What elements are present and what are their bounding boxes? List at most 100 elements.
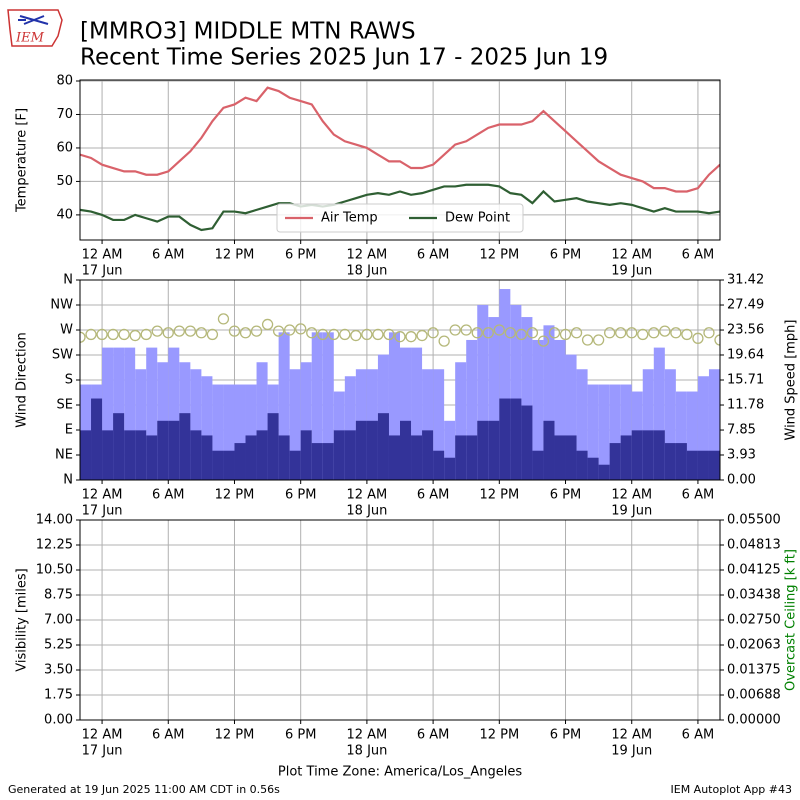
bar <box>223 384 235 480</box>
y-tick-label: 12.25 <box>36 538 73 553</box>
bar <box>245 435 257 480</box>
y2-tick-label: 0.02750 <box>727 613 781 628</box>
y-tick-label: 40 <box>56 207 73 222</box>
y-axis-label: Temperature [F] <box>15 108 30 213</box>
bar <box>708 450 720 480</box>
y2-tick-label: 0.03438 <box>727 588 781 603</box>
bar <box>532 339 544 480</box>
y-tick-label: NW <box>50 298 73 313</box>
bar <box>488 420 500 480</box>
bar <box>543 420 555 480</box>
bar <box>278 435 290 480</box>
x-tick-sublabel: 19 Jun <box>611 744 652 759</box>
y-axis-label: Wind Direction <box>15 332 30 428</box>
x-tick-sublabel: 17 Jun <box>82 504 123 519</box>
y2-tick-label: 0.05500 <box>727 513 781 528</box>
y2-tick-label: 0.00000 <box>727 713 781 728</box>
x-tick-label: 6 AM <box>682 248 715 263</box>
bar <box>620 384 632 480</box>
line-series <box>80 86 720 193</box>
scatter-point <box>526 327 539 339</box>
chart-subtitle: Recent Time Series 2025 Jun 17 - 2025 Ju… <box>80 45 608 71</box>
scatter-point <box>548 327 561 339</box>
scatter-point <box>162 327 174 339</box>
bar <box>422 369 434 480</box>
bar <box>532 450 544 480</box>
scatter-point <box>250 325 263 337</box>
y2-axis-label: Wind Speed [mph] <box>784 320 799 441</box>
x-tick-label: 12 AM <box>611 728 652 743</box>
bar <box>135 369 147 480</box>
bar <box>587 457 599 480</box>
y2-tick-label: 3.93 <box>727 447 756 462</box>
scatter-point <box>703 327 715 339</box>
scatter-point <box>615 327 627 339</box>
x-tick-label: 6 PM <box>550 488 581 503</box>
y-tick-label: 50 <box>56 174 73 189</box>
bar <box>609 443 621 480</box>
chart-title: [MMRO3] MIDDLE MTN RAWS <box>80 19 416 45</box>
scatter-point <box>184 325 196 337</box>
bar <box>554 435 566 480</box>
bar <box>477 304 489 480</box>
bar <box>102 430 114 480</box>
bar <box>587 384 599 480</box>
scatter-point <box>515 328 528 341</box>
bar <box>278 332 290 480</box>
scatter-point <box>670 327 682 339</box>
x-tick-label: 12 AM <box>346 728 387 743</box>
scatter-point <box>140 328 152 341</box>
scatter-point <box>714 334 720 346</box>
bar <box>157 420 169 480</box>
plot-area <box>80 289 720 480</box>
x-tick-label: 6 AM <box>152 728 185 743</box>
footer-left: Generated at 19 Jun 2025 11:00 AM CDT in… <box>8 783 280 796</box>
bar <box>245 384 257 480</box>
bar <box>455 435 467 480</box>
bar <box>201 435 213 480</box>
x-tick-label: 6 AM <box>152 488 185 503</box>
x-tick-label: 6 AM <box>682 488 715 503</box>
bar <box>322 332 334 480</box>
scatter-point <box>394 331 406 343</box>
bar <box>521 317 533 480</box>
scatter-point <box>85 328 97 341</box>
bar <box>355 420 367 480</box>
bar <box>179 413 191 480</box>
bar <box>377 413 389 480</box>
scatter-point <box>206 328 219 341</box>
bar <box>653 347 665 480</box>
bar <box>190 369 202 480</box>
x-tick-sublabel: 17 Jun <box>82 744 123 759</box>
scatter-point <box>239 327 252 339</box>
bar <box>146 347 158 480</box>
scatter-point <box>460 324 472 336</box>
y2-axis-label: Overcast Ceiling [k ft] <box>784 549 799 691</box>
y-tick-label: S <box>65 373 73 388</box>
bar <box>289 369 301 480</box>
scatter-point <box>626 327 638 339</box>
grid <box>80 520 720 720</box>
x-tick-label: 12 AM <box>611 488 652 503</box>
x-tick-label: 12 PM <box>215 488 255 503</box>
y2-tick-label: 0.00688 <box>727 688 781 703</box>
y-tick-label: SW <box>52 348 73 363</box>
y-tick-label: W <box>60 323 73 338</box>
scatter-point <box>405 331 417 343</box>
bar <box>256 430 268 480</box>
bar <box>124 430 136 480</box>
scatter-point <box>217 313 230 325</box>
x-tick-label: 6 AM <box>417 248 450 263</box>
x-tick-label: 6 PM <box>550 248 581 263</box>
scatter-point <box>272 325 285 337</box>
bar <box>234 443 246 480</box>
y2-tick-label: 23.56 <box>727 323 764 338</box>
bar <box>565 435 577 480</box>
bar <box>686 450 698 480</box>
scatter-point <box>570 327 583 339</box>
x-tick-label: 6 PM <box>285 248 316 263</box>
legend-label: Air Temp <box>321 211 378 226</box>
scatter-point <box>173 325 185 337</box>
bar <box>168 420 180 480</box>
bar <box>234 384 246 480</box>
